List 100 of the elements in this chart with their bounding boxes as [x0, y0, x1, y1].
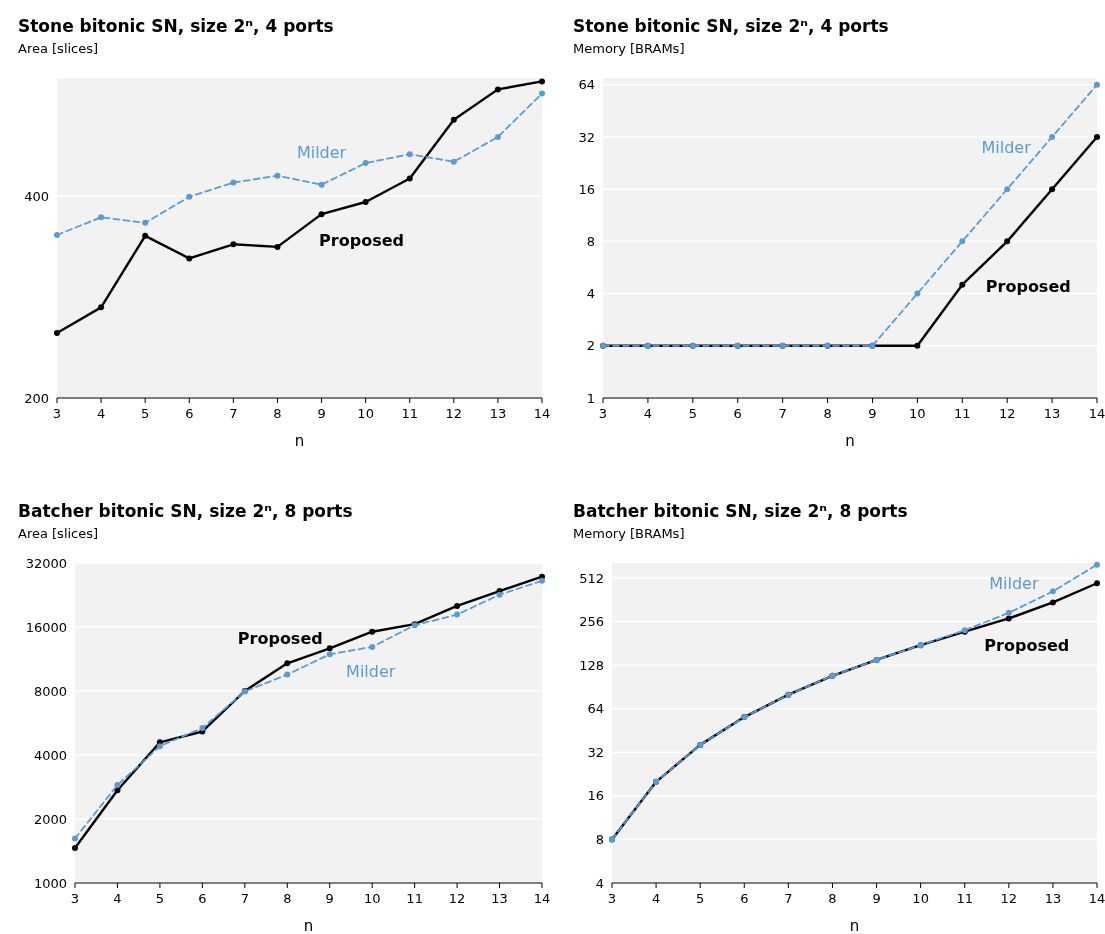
y-tick-label: 32000 — [25, 555, 67, 571]
point — [369, 628, 376, 635]
point — [539, 577, 545, 584]
y-tick-label: 1 — [586, 390, 595, 406]
x-tick-label: 4 — [113, 891, 122, 906]
point — [284, 660, 291, 667]
point — [274, 172, 281, 179]
series-label: Proposed — [319, 230, 404, 250]
y-tick-label: 512 — [579, 570, 604, 586]
point — [539, 90, 545, 97]
point — [1005, 609, 1012, 616]
point — [142, 219, 149, 226]
y-tick-label: 16 — [578, 181, 595, 197]
point — [406, 151, 413, 158]
x-tick-label: 11 — [956, 891, 973, 906]
series-label: Proposed — [984, 636, 1070, 656]
y-tick-label: 4 — [595, 875, 604, 891]
x-tick-label: 3 — [52, 406, 62, 421]
x-tick-label: 5 — [696, 891, 705, 906]
point — [362, 198, 369, 205]
point — [1049, 186, 1056, 193]
point — [450, 116, 457, 123]
x-tick-label: 10 — [909, 406, 926, 421]
x-tick-label: 12 — [448, 891, 466, 906]
point — [230, 179, 237, 186]
point — [1049, 133, 1056, 140]
x-tick-label: 7 — [229, 406, 238, 421]
point — [1004, 238, 1011, 245]
y-tick-label: 64 — [587, 701, 604, 717]
x-tick-label: 6 — [185, 406, 194, 421]
x-tick-label: 8 — [828, 891, 837, 906]
point — [454, 611, 461, 618]
y-tick-label: 4000 — [33, 747, 67, 763]
x-tick-label: 6 — [198, 891, 207, 906]
x-tick-label: 9 — [317, 406, 326, 421]
x-tick-label: 11 — [406, 891, 423, 906]
point — [959, 238, 966, 245]
x-tick-label: 10 — [912, 891, 929, 906]
y-tick-label: 2000 — [33, 811, 67, 827]
point — [369, 643, 376, 650]
point — [539, 78, 545, 85]
x-tick-label: 4 — [643, 406, 653, 421]
y-tick-label: 8 — [586, 233, 595, 249]
point — [98, 304, 105, 311]
x-tick-label: 4 — [96, 406, 106, 421]
y-tick-label: 32 — [578, 129, 595, 145]
series-label: Milder — [989, 573, 1039, 593]
point — [274, 243, 281, 250]
point — [186, 193, 193, 200]
x-tick-label: 13 — [1044, 891, 1062, 906]
y-tick-label: 64 — [578, 77, 595, 93]
x-tick-label: 8 — [823, 406, 832, 421]
x-tick-label: 14 — [1088, 891, 1105, 906]
x-tick-label: 10 — [363, 891, 381, 906]
y-tick-label: 8 — [595, 831, 604, 847]
y-tick-label: 1000 — [33, 875, 67, 891]
point — [406, 175, 413, 182]
x-tick-label: 14 — [533, 891, 551, 906]
x-tick-label: 12 — [445, 406, 463, 421]
point — [959, 281, 966, 288]
y-tick-label: 16 — [587, 788, 604, 804]
chart-title: Batcher bitonic SN, size 2ⁿ, 8 ports — [18, 501, 353, 521]
x-axis-title: n — [849, 917, 860, 934]
x-tick-label: 8 — [283, 891, 292, 906]
point — [1004, 186, 1011, 193]
series-label: Milder — [296, 143, 347, 163]
x-tick-label: 5 — [155, 891, 165, 906]
series-label: Proposed — [237, 628, 323, 648]
x-tick-label: 6 — [733, 406, 742, 421]
x-tick-label: 11 — [954, 406, 971, 421]
chart-subtitle: Area [slices] — [18, 526, 99, 541]
x-tick-label: 12 — [1000, 891, 1018, 906]
x-tick-label: 3 — [607, 891, 617, 906]
point — [1049, 599, 1056, 606]
x-axis-title: n — [294, 432, 305, 450]
y-tick-label: 32 — [587, 744, 604, 760]
y-tick-label: 8000 — [33, 683, 67, 699]
point — [54, 330, 60, 336]
point — [450, 158, 457, 165]
point — [1005, 615, 1012, 622]
x-tick-label: 11 — [401, 406, 418, 421]
x-tick-label: 8 — [273, 406, 282, 421]
chart-subtitle: Memory [BRAMs] — [573, 526, 685, 541]
point — [1094, 81, 1100, 88]
point — [914, 290, 921, 297]
series-label: Milder — [346, 661, 396, 681]
x-axis-title: n — [845, 432, 855, 450]
y-tick-label: 200 — [24, 390, 49, 406]
x-tick-label: 13 — [1043, 406, 1061, 421]
x-tick-label: 10 — [357, 406, 374, 421]
chart-title: Stone bitonic SN, size 2ⁿ, 4 ports — [573, 16, 889, 36]
point — [98, 214, 105, 221]
chart-title: Stone bitonic SN, size 2ⁿ, 4 ports — [18, 16, 334, 36]
x-tick-label: 4 — [651, 891, 661, 906]
point — [199, 724, 206, 731]
point — [454, 602, 461, 609]
x-tick-label: 14 — [1088, 406, 1105, 421]
point — [230, 241, 237, 248]
x-tick-label: 9 — [325, 891, 334, 906]
point — [1094, 580, 1100, 587]
